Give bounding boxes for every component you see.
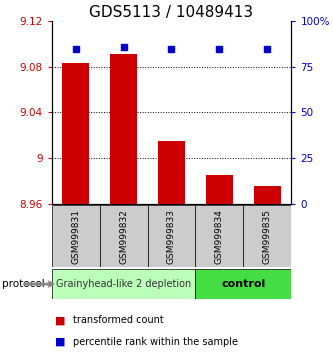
Bar (52, 205, 100, 267)
Bar (110, 54, 137, 204)
Bar (254, 187, 281, 204)
Bar (243, 205, 291, 267)
Text: percentile rank within the sample: percentile rank within the sample (73, 337, 238, 347)
Bar (195, 269, 291, 299)
Bar (52, 269, 195, 299)
Bar (148, 205, 195, 267)
Text: GSM999831: GSM999831 (71, 209, 80, 264)
Text: control: control (221, 279, 265, 289)
Bar (195, 205, 243, 267)
Text: ■: ■ (55, 315, 66, 325)
Text: GSM999834: GSM999834 (215, 209, 224, 264)
Bar (158, 141, 185, 204)
Text: ■: ■ (55, 337, 66, 347)
Text: GSM999833: GSM999833 (167, 209, 176, 264)
Text: GSM999832: GSM999832 (119, 209, 128, 264)
Bar (100, 205, 148, 267)
Bar (62, 63, 89, 204)
Text: protocol: protocol (2, 279, 44, 289)
Title: GDS5113 / 10489413: GDS5113 / 10489413 (90, 5, 253, 20)
Bar (206, 175, 233, 204)
Text: transformed count: transformed count (73, 315, 164, 325)
Text: Grainyhead-like 2 depletion: Grainyhead-like 2 depletion (56, 279, 191, 289)
Text: GSM999835: GSM999835 (263, 209, 272, 264)
